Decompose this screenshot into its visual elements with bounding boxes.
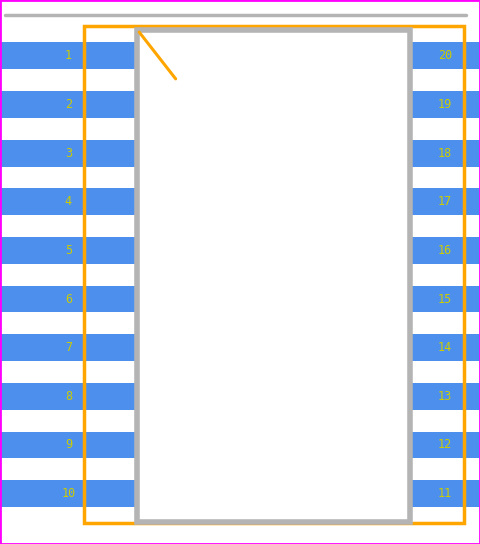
Text: 20: 20 — [438, 50, 452, 63]
Bar — [84, 26, 464, 523]
Bar — [0, 42, 137, 69]
Text: 10: 10 — [61, 487, 75, 500]
Bar — [410, 383, 480, 410]
Text: 2: 2 — [65, 98, 72, 111]
Bar — [410, 91, 480, 118]
Text: 1: 1 — [65, 50, 72, 63]
Bar — [0, 237, 137, 264]
Bar — [0, 286, 137, 312]
Text: 3: 3 — [65, 147, 72, 159]
Text: 11: 11 — [438, 487, 452, 500]
Text: 12: 12 — [438, 438, 452, 452]
Bar — [410, 286, 480, 312]
Bar — [410, 140, 480, 166]
Bar — [410, 188, 480, 215]
Bar — [0, 140, 137, 166]
Text: 15: 15 — [438, 293, 452, 306]
Bar — [410, 431, 480, 458]
Text: 19: 19 — [438, 98, 452, 111]
Bar — [0, 431, 137, 458]
Text: 4: 4 — [65, 195, 72, 208]
Text: 17: 17 — [438, 195, 452, 208]
Bar — [0, 335, 137, 361]
Text: 9: 9 — [65, 438, 72, 452]
Bar — [0, 480, 137, 507]
Text: 8: 8 — [65, 390, 72, 403]
Bar — [410, 480, 480, 507]
Bar — [410, 237, 480, 264]
Text: 7: 7 — [65, 341, 72, 354]
Text: 6: 6 — [65, 293, 72, 306]
Bar — [410, 335, 480, 361]
Bar — [137, 30, 410, 522]
Bar — [0, 188, 137, 215]
Bar — [0, 91, 137, 118]
Text: 5: 5 — [65, 244, 72, 257]
Bar — [410, 42, 480, 69]
Bar — [0, 383, 137, 410]
Text: 14: 14 — [438, 341, 452, 354]
Text: 18: 18 — [438, 147, 452, 159]
Text: 13: 13 — [438, 390, 452, 403]
Text: 16: 16 — [438, 244, 452, 257]
